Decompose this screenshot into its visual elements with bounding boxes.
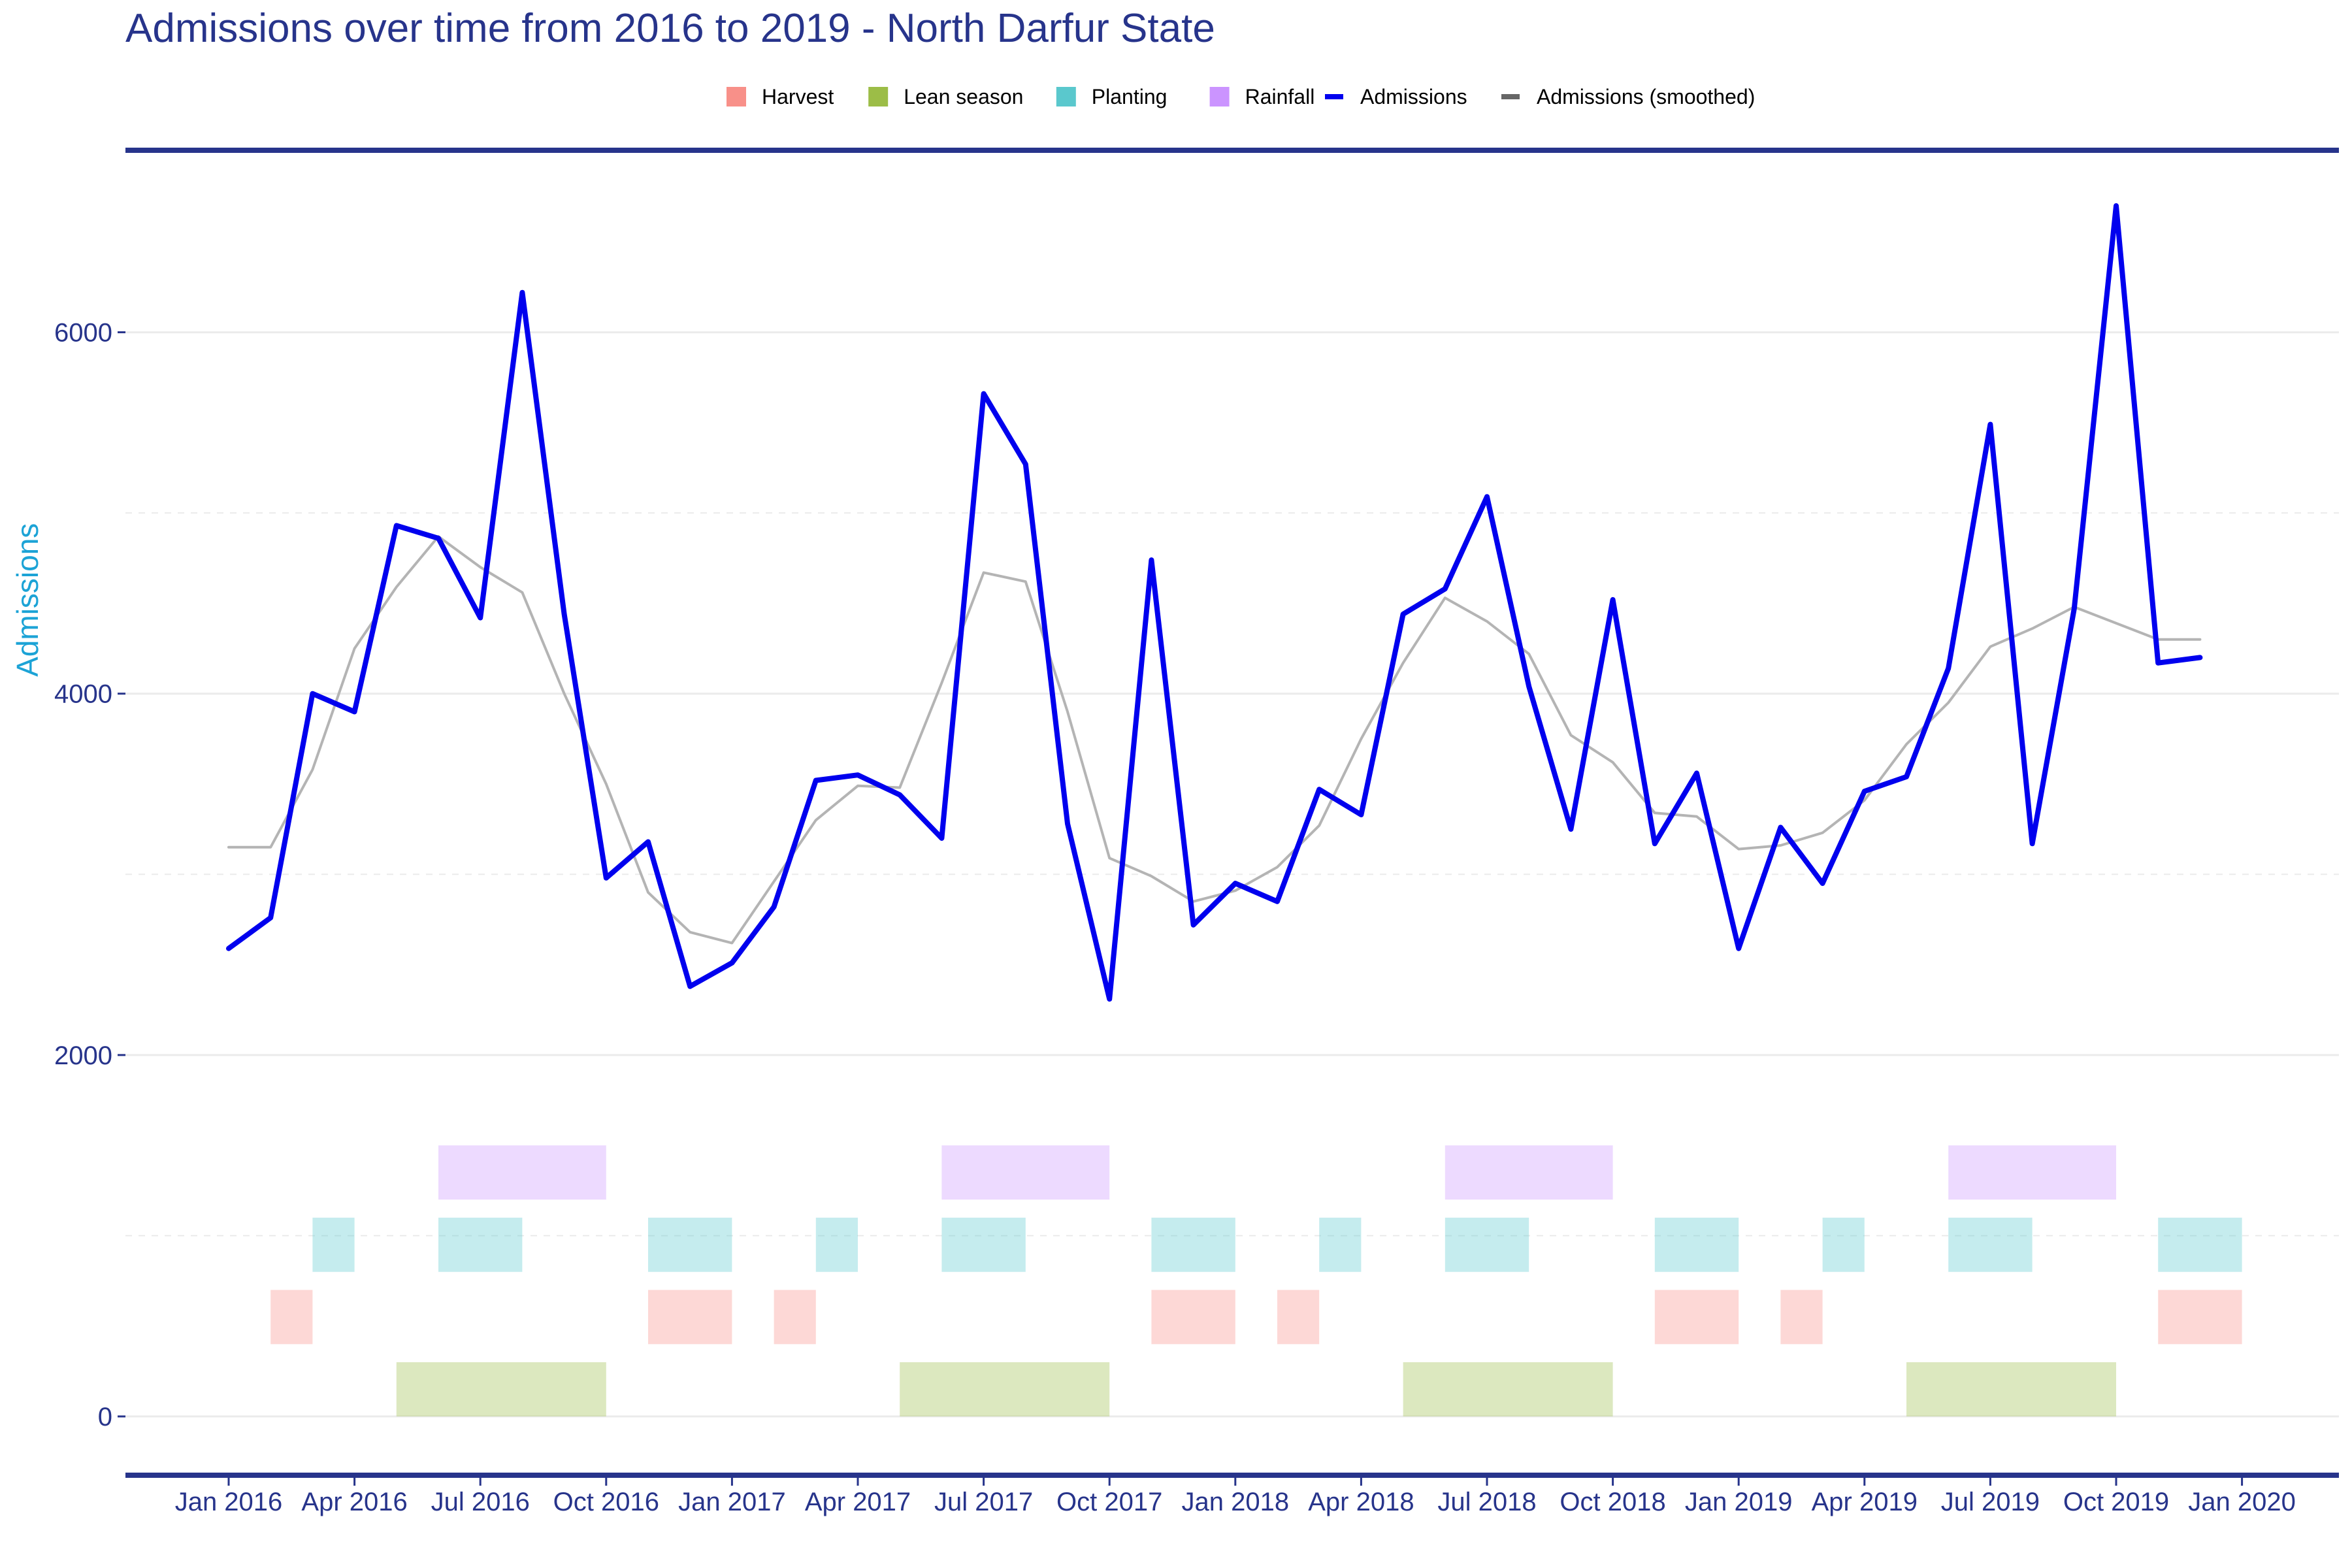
y-tick-label: 2000 [54, 1041, 112, 1070]
y-tick-label: 4000 [54, 680, 112, 709]
season-bar-harvest [2158, 1290, 2242, 1345]
season-bar-lean-season [1906, 1362, 2116, 1416]
x-tick-label: Jan 2019 [1685, 1488, 1793, 1516]
season-bar-harvest [1277, 1290, 1320, 1345]
season-bar-harvest [648, 1290, 732, 1345]
x-tick-label: Apr 2018 [1308, 1488, 1414, 1516]
legend-label: Rainfall [1245, 85, 1315, 108]
season-bar-harvest [270, 1290, 313, 1345]
series-line-admissions [226, 203, 2203, 1002]
season-bar-planting [1151, 1217, 1235, 1272]
season-bar-rainfall [1445, 1145, 1613, 1200]
legend-swatch [1056, 87, 1076, 106]
axes: 0 2000 4000 6000 Jan 2016 Apr 2016 Jul 2016 Oct… [54, 148, 2339, 1516]
x-tick-label: Oct 2017 [1056, 1488, 1162, 1516]
season-bar-rainfall [1948, 1145, 2116, 1200]
legend-label: Admissions (smoothed) [1537, 85, 1755, 108]
x-tick-label: Jan 2016 [175, 1488, 283, 1516]
season-bar-planting [2158, 1217, 2242, 1272]
x-tick-label: Oct 2019 [2063, 1488, 2169, 1516]
season-bar-planting [1445, 1217, 1529, 1272]
x-tick-label: Jan 2020 [2188, 1488, 2296, 1516]
legend-swatch [727, 87, 746, 106]
season-bar-lean-season [396, 1362, 606, 1416]
legend-swatch [1209, 87, 1230, 106]
season-bar-harvest [1780, 1290, 1823, 1345]
season-bar-harvest [1654, 1290, 1739, 1345]
season-bar-planting [312, 1217, 355, 1272]
legend-label: Admissions [1360, 85, 1467, 108]
chart-title: Admissions over time from 2016 to 2019 -… [125, 6, 1215, 51]
season-bar-lean-season [1403, 1362, 1613, 1416]
y-tick-label: 0 [98, 1403, 112, 1431]
legend-label: Planting [1092, 85, 1168, 108]
season-bar-lean-season [900, 1362, 1110, 1416]
season-bar-planting [438, 1217, 523, 1272]
x-tick-label: Jul 2016 [431, 1488, 530, 1516]
season-bar-planting [1822, 1217, 1865, 1272]
x-tick-label: Apr 2017 [805, 1488, 911, 1516]
x-tick-label: Jul 2017 [934, 1488, 1033, 1516]
x-tick-label: Jul 2018 [1437, 1488, 1536, 1516]
season-bar-planting [1319, 1217, 1362, 1272]
season-bars [270, 1145, 2242, 1416]
legend-label: Harvest [762, 85, 834, 108]
season-bar-planting [648, 1217, 732, 1272]
legend: Harvest Lean season Planting Rainfall Admiss… [727, 85, 1755, 108]
x-tick-label: Jan 2017 [678, 1488, 786, 1516]
season-bar-rainfall [941, 1145, 1110, 1200]
season-bar-planting [1654, 1217, 1739, 1272]
legend-label: Lean season [904, 85, 1023, 108]
season-bar-planting [1948, 1217, 2033, 1272]
legend-swatch [868, 87, 889, 106]
season-bar-rainfall [438, 1145, 606, 1200]
season-bar-planting [941, 1217, 1026, 1272]
x-tick-label: Oct 2018 [1560, 1488, 1665, 1516]
series-line-admissions-smoothed [227, 535, 2202, 945]
x-tick-label: Apr 2019 [1812, 1488, 1918, 1516]
series-lines [226, 203, 2203, 1002]
season-bar-harvest [774, 1290, 816, 1345]
x-tick-label: Jan 2018 [1182, 1488, 1290, 1516]
x-tick-label: Apr 2016 [301, 1488, 407, 1516]
y-axis-label: Admissions [10, 523, 44, 677]
y-tick-label: 6000 [54, 319, 112, 348]
x-tick-label: Oct 2016 [553, 1488, 659, 1516]
season-bar-harvest [1151, 1290, 1235, 1345]
x-tick-label: Jul 2019 [1941, 1488, 2040, 1516]
season-bar-planting [815, 1217, 858, 1272]
